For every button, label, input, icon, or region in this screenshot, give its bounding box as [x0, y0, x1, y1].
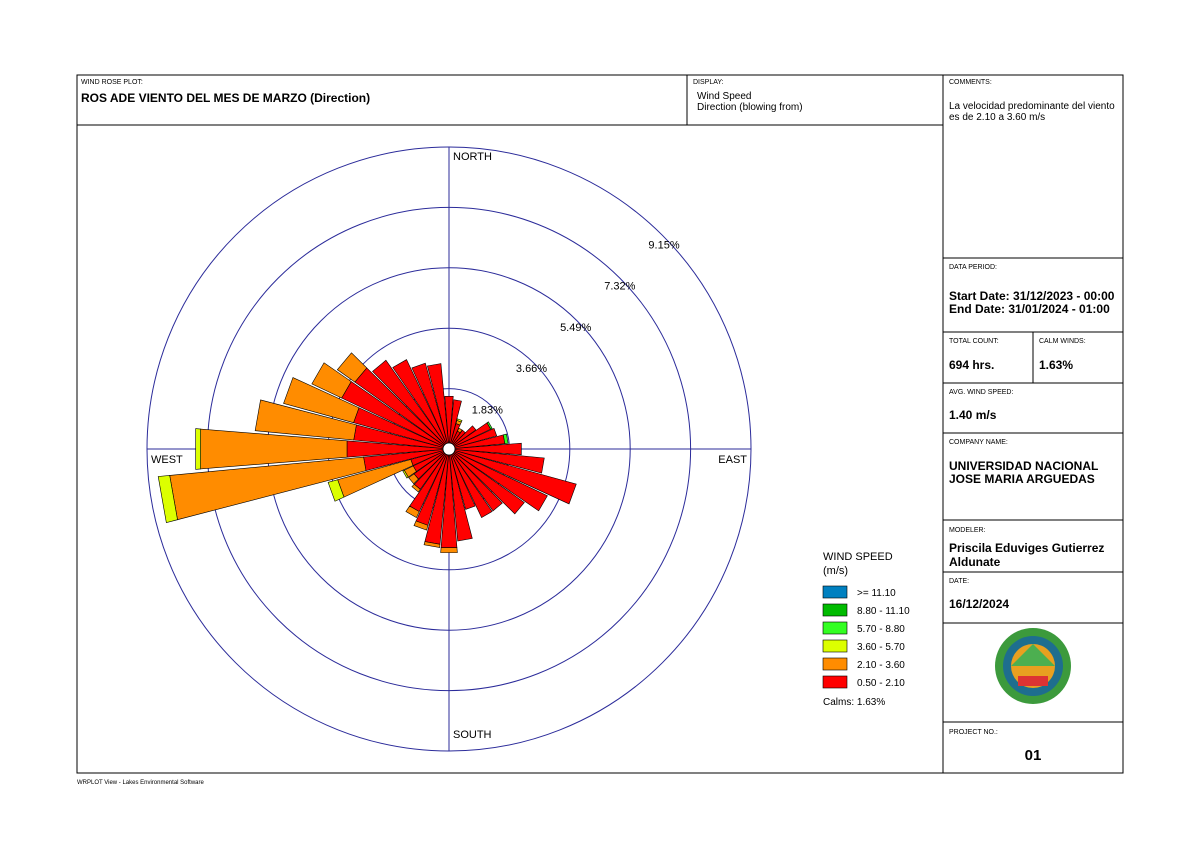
label: AVG. WIND SPEED:	[949, 389, 1013, 396]
bar-segment	[426, 363, 450, 450]
wind-rose: 1.83% 3.66% 5.49% 7.32% 9.15% NORTH EAST SOUTH W…	[146, 146, 910, 752]
label: WIND ROSE PLOT:	[81, 79, 143, 86]
legend-label: 5.70 - 8.80	[857, 624, 905, 635]
label: CALM WINDS:	[1039, 338, 1086, 345]
bar-segment	[195, 428, 201, 470]
comment-line: es de 2.10 a 3.60 m/s	[949, 112, 1045, 123]
compass-label: SOUTH	[453, 729, 492, 741]
ring-label: 9.15%	[648, 239, 679, 251]
display-line: Direction (blowing from)	[697, 102, 803, 113]
logo	[995, 628, 1071, 704]
bar-segment	[448, 448, 476, 510]
label: MODELER:	[949, 527, 986, 534]
bar-segment	[372, 359, 450, 450]
bar-segment	[448, 448, 548, 512]
bar-segment	[411, 362, 450, 450]
calm: 1.63%	[1039, 358, 1073, 372]
legend-unit: (m/s)	[823, 565, 848, 577]
legend-label: >= 11.10	[857, 588, 896, 599]
company-line: JOSE MARIA ARGUEDAS	[949, 472, 1095, 486]
bar-segment	[448, 448, 545, 474]
compass-label: NORTH	[453, 151, 492, 163]
label: TOTAL COUNT:	[949, 338, 999, 345]
start-date: Start Date: 31/12/2023 - 00:00	[949, 289, 1115, 303]
display-line: Wind Speed	[697, 91, 751, 102]
modeler-line: Priscila Eduviges Gutierrez	[949, 541, 1104, 555]
legend-label: 2.10 - 3.60	[857, 660, 905, 671]
modeler-line: Aldunate	[949, 555, 1001, 569]
ring-label: 5.49%	[560, 322, 591, 334]
label: DATE:	[949, 578, 969, 585]
legend-swatch	[822, 621, 848, 635]
project-no: 01	[1025, 747, 1042, 764]
bar-segment	[448, 448, 493, 518]
legend-label: 8.80 - 11.10	[857, 606, 910, 617]
ring-label: 1.83%	[472, 404, 503, 416]
label: DISPLAY:	[693, 79, 724, 86]
end-date: End Date: 31/01/2024 - 01:00	[949, 302, 1110, 316]
calm-circle	[442, 442, 456, 456]
label: DATA PERIOD:	[949, 264, 997, 271]
legend-label: 3.60 - 5.70	[857, 642, 905, 653]
bar-segment	[448, 427, 498, 450]
bar-segment	[444, 396, 454, 450]
plot-title: ROS ADE VIENTO DEL MES DE MARZO (Directi…	[81, 91, 370, 105]
date: 16/12/2024	[949, 597, 1009, 611]
bar-segment	[448, 448, 503, 512]
legend-swatch	[822, 639, 848, 653]
ring-label: 7.32%	[604, 281, 635, 293]
legend-label: 0.50 - 2.10	[857, 678, 905, 689]
total-count: 694 hrs.	[949, 358, 994, 372]
compass-label: EAST	[718, 454, 747, 466]
compass-label: WEST	[151, 454, 183, 466]
label: COMMENTS:	[949, 79, 992, 86]
avg-speed: 1.40 m/s	[949, 408, 997, 422]
ring-label: 3.66%	[516, 363, 547, 375]
label: COMPANY NAME:	[949, 439, 1008, 446]
bar-segment	[448, 448, 577, 505]
legend-swatch	[822, 675, 848, 689]
legend-swatch	[822, 603, 848, 617]
label: PROJECT NO.:	[949, 729, 998, 736]
legend-swatch	[822, 657, 848, 671]
bar-segment	[392, 359, 450, 450]
comment-line: La velocidad predominante del viento	[949, 101, 1115, 112]
legend-swatch	[822, 585, 848, 599]
frames	[76, 74, 1124, 774]
footer: WRPLOT View - Lakes Environmental Softwa…	[77, 780, 204, 786]
legend-title: WIND SPEED	[823, 551, 893, 563]
bar-segment	[448, 442, 522, 456]
bar-segment	[448, 448, 473, 542]
bar-segment	[448, 448, 525, 515]
bar-segment	[440, 547, 458, 553]
company-line: UNIVERSIDAD NACIONAL	[949, 459, 1098, 473]
calms-label: Calms: 1.63%	[823, 697, 885, 708]
